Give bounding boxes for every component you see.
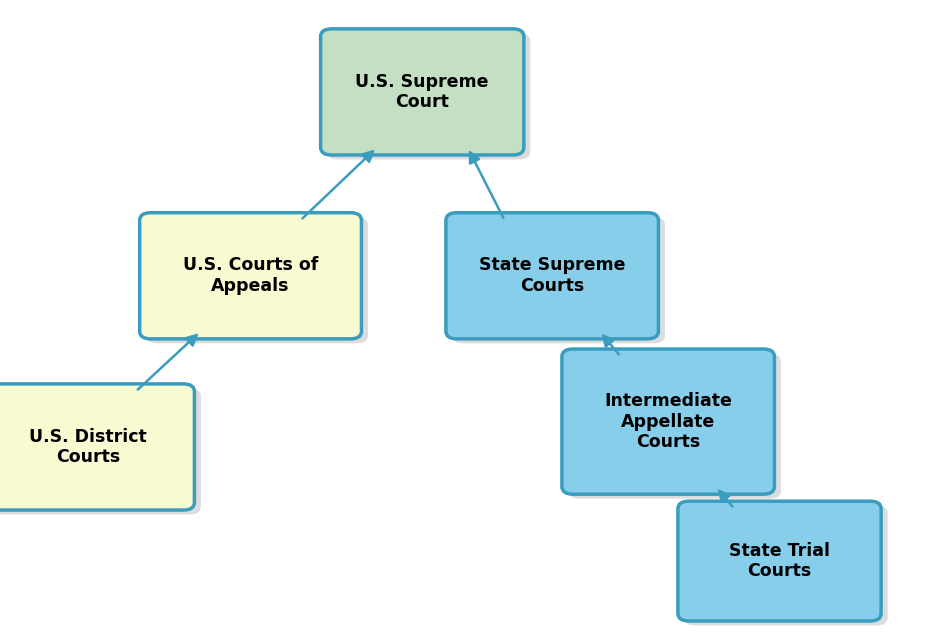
FancyBboxPatch shape xyxy=(562,349,773,495)
FancyBboxPatch shape xyxy=(677,501,881,621)
Text: U.S. District
Courts: U.S. District Courts xyxy=(30,427,146,467)
FancyBboxPatch shape xyxy=(452,217,664,344)
FancyBboxPatch shape xyxy=(321,29,523,155)
FancyBboxPatch shape xyxy=(567,354,780,498)
Text: Intermediate
Appellate
Courts: Intermediate Appellate Courts xyxy=(603,392,731,451)
Text: State Supreme
Courts: State Supreme Courts xyxy=(478,256,625,295)
FancyBboxPatch shape xyxy=(140,213,362,339)
FancyBboxPatch shape xyxy=(327,34,530,160)
Text: U.S. Supreme
Court: U.S. Supreme Court xyxy=(355,72,489,112)
Text: State Trial
Courts: State Trial Courts xyxy=(729,541,829,581)
FancyBboxPatch shape xyxy=(684,506,886,625)
FancyBboxPatch shape xyxy=(0,388,201,515)
FancyBboxPatch shape xyxy=(0,384,195,510)
Text: U.S. Courts of
Appeals: U.S. Courts of Appeals xyxy=(183,256,318,295)
FancyBboxPatch shape xyxy=(146,217,368,344)
FancyBboxPatch shape xyxy=(446,213,658,339)
